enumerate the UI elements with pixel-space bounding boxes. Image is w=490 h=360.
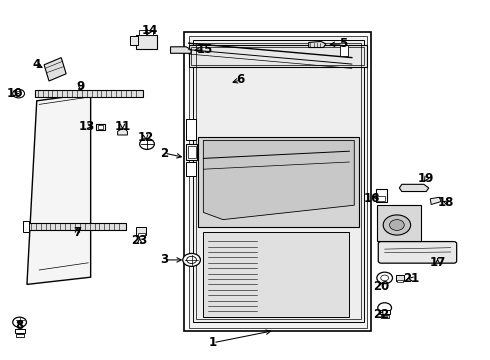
- Text: 3: 3: [160, 253, 168, 266]
- Text: 1: 1: [209, 336, 217, 349]
- Bar: [377, 205, 421, 241]
- Bar: [35, 90, 143, 97]
- Text: 11: 11: [114, 120, 131, 133]
- Circle shape: [383, 215, 411, 235]
- Bar: [203, 232, 349, 317]
- Bar: [397, 280, 403, 282]
- Bar: [130, 36, 138, 45]
- Bar: [186, 144, 197, 160]
- Bar: [136, 227, 146, 235]
- Bar: [184, 32, 371, 331]
- Circle shape: [378, 303, 392, 313]
- Bar: [381, 315, 389, 318]
- Bar: [198, 137, 359, 227]
- Bar: [191, 47, 364, 65]
- Text: 8: 8: [16, 319, 24, 332]
- Text: 16: 16: [363, 192, 380, 204]
- Polygon shape: [203, 140, 354, 220]
- Bar: [96, 124, 105, 130]
- Bar: [189, 45, 367, 67]
- Bar: [380, 310, 390, 314]
- Text: 2: 2: [160, 147, 168, 159]
- Polygon shape: [27, 94, 91, 284]
- Polygon shape: [171, 47, 191, 53]
- Text: 23: 23: [131, 234, 148, 247]
- Circle shape: [377, 272, 392, 284]
- Text: 6: 6: [236, 73, 244, 86]
- Bar: [28, 223, 126, 230]
- Text: 10: 10: [6, 87, 23, 100]
- Text: 20: 20: [373, 280, 390, 293]
- Text: 17: 17: [429, 256, 446, 269]
- Text: 21: 21: [403, 273, 420, 285]
- Text: 22: 22: [373, 309, 390, 321]
- Bar: [138, 233, 145, 236]
- Text: 12: 12: [138, 131, 154, 144]
- Circle shape: [13, 317, 26, 327]
- Bar: [16, 334, 24, 337]
- Bar: [186, 119, 196, 140]
- Text: 19: 19: [418, 172, 435, 185]
- FancyBboxPatch shape: [378, 242, 457, 263]
- Bar: [340, 45, 348, 56]
- Polygon shape: [44, 58, 66, 81]
- Circle shape: [390, 220, 404, 230]
- Text: 7: 7: [74, 226, 81, 239]
- Bar: [15, 329, 24, 333]
- Polygon shape: [399, 184, 429, 192]
- Polygon shape: [396, 275, 404, 281]
- Polygon shape: [118, 129, 127, 135]
- Bar: [186, 162, 196, 176]
- Text: 15: 15: [196, 43, 213, 56]
- Bar: [98, 125, 103, 129]
- Circle shape: [140, 139, 154, 149]
- Text: 14: 14: [141, 24, 158, 37]
- Polygon shape: [193, 40, 364, 322]
- Circle shape: [13, 89, 24, 98]
- Bar: [188, 146, 196, 158]
- Bar: [23, 221, 29, 232]
- Text: 4: 4: [33, 58, 41, 71]
- Text: 9: 9: [77, 80, 85, 93]
- Circle shape: [183, 253, 200, 266]
- Bar: [136, 35, 157, 49]
- Bar: [377, 196, 385, 201]
- Polygon shape: [189, 36, 367, 328]
- Text: 5: 5: [339, 37, 347, 50]
- Bar: [139, 30, 153, 35]
- Bar: [376, 189, 387, 202]
- Text: 13: 13: [79, 120, 96, 132]
- Polygon shape: [309, 41, 326, 48]
- Polygon shape: [430, 197, 441, 204]
- Text: 18: 18: [438, 196, 454, 209]
